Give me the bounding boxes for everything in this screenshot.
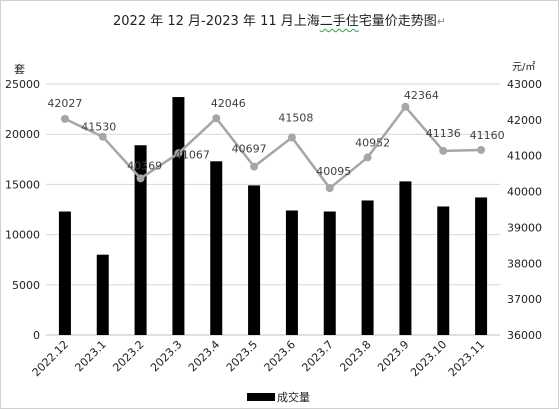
price-label-2023.5: 40697 bbox=[232, 143, 267, 156]
price-label-2023.6: 41508 bbox=[278, 111, 313, 124]
price-point-2023.6 bbox=[287, 133, 296, 142]
bar-2023.2 bbox=[134, 145, 147, 335]
bar-2023.11 bbox=[475, 197, 488, 335]
bar-2023.3 bbox=[172, 97, 185, 335]
price-point-2023.8 bbox=[363, 153, 372, 162]
price-point-2023.11 bbox=[477, 145, 486, 154]
left-tick-label: 25000 bbox=[5, 78, 40, 91]
left-tick-label: 5000 bbox=[12, 279, 40, 292]
paragraph-mark-icon: ↵ bbox=[436, 15, 446, 28]
price-point-2023.4 bbox=[212, 114, 221, 123]
x-axis-ticks: 2022.12 2023.1 2023.2 2023.3 2023.4 2023.5 202… bbox=[30, 338, 488, 379]
price-point-2023.3 bbox=[174, 149, 183, 158]
title-underlined: 二手住 bbox=[319, 14, 359, 29]
price-point-2023.5 bbox=[250, 162, 259, 171]
bar-2023.9 bbox=[399, 181, 412, 335]
price-point-2023.1 bbox=[98, 132, 107, 141]
legend-swatch bbox=[247, 393, 275, 401]
price-label-2023.2: 40369 bbox=[127, 159, 162, 172]
left-tick-label: 0 bbox=[33, 329, 40, 342]
price-point-2022.12 bbox=[60, 114, 69, 123]
price-label-2023.7: 40095 bbox=[316, 165, 351, 178]
right-tick-label: 43000 bbox=[507, 78, 542, 91]
bar-2023.10 bbox=[437, 206, 450, 335]
price-label-2023.4: 42046 bbox=[211, 97, 246, 110]
left-axis-ticks: 0 5000 10000 15000 20000 25000 bbox=[5, 78, 40, 342]
bar-2023.7 bbox=[323, 211, 336, 335]
x-tick-label: 2023.4 bbox=[186, 338, 222, 374]
right-axis-ticks: 36000 37000 38000 39000 40000 41000 42000 43000 bbox=[507, 78, 542, 342]
bar-2023.8 bbox=[361, 200, 374, 335]
right-tick-label: 39000 bbox=[507, 221, 542, 234]
x-tick-label: 2023.1 bbox=[72, 338, 108, 374]
x-tick-label: 2023.5 bbox=[224, 338, 260, 374]
right-tick-label: 37000 bbox=[507, 293, 542, 306]
legend: 成交量 bbox=[247, 390, 310, 404]
right-tick-label: 40000 bbox=[507, 186, 542, 199]
bar-2022.12 bbox=[58, 211, 71, 335]
x-tick-label: 2023.9 bbox=[375, 338, 411, 374]
x-tick-label: 2023.2 bbox=[110, 338, 146, 374]
price-point-2023.2 bbox=[136, 174, 145, 183]
x-tick-label: 2023.3 bbox=[148, 338, 184, 374]
x-tick-label: 2023.11 bbox=[446, 338, 487, 379]
bar-2023.4 bbox=[210, 161, 223, 335]
price-label-2023.11: 41160 bbox=[470, 129, 505, 142]
bar-series bbox=[58, 97, 488, 335]
price-label-2023.3: 41067 bbox=[175, 148, 210, 161]
price-label-2022.12: 42027 bbox=[47, 97, 82, 110]
bar-2023.5 bbox=[248, 185, 261, 335]
price-label-2023.10: 41136 bbox=[426, 127, 461, 140]
right-tick-label: 38000 bbox=[507, 257, 542, 270]
chart-title: 2022 年 12 月-2023 年 11 月上海二手住宅量价走势图↵ bbox=[0, 10, 559, 29]
gridlines bbox=[46, 83, 500, 336]
line-series bbox=[60, 102, 486, 193]
title-main: 2022 年 12 月-2023 年 11 月上海 bbox=[113, 14, 320, 29]
x-tick-label: 2023.6 bbox=[262, 338, 298, 374]
price-point-2023.10 bbox=[439, 146, 448, 155]
left-tick-label: 20000 bbox=[5, 128, 40, 141]
price-label-2023.9: 42364 bbox=[404, 89, 439, 102]
line-data-labels: 42027 41530 40369 41067 42046 40697 41508 40095… bbox=[47, 89, 504, 178]
legend-label: 成交量 bbox=[277, 390, 310, 404]
bar-2023.1 bbox=[96, 254, 109, 335]
price-point-2023.7 bbox=[325, 184, 334, 193]
x-tick-label: 2023.7 bbox=[299, 338, 335, 374]
x-tick-label: 2023.8 bbox=[337, 338, 373, 374]
left-tick-label: 15000 bbox=[5, 178, 40, 191]
price-label-2023.1: 41530 bbox=[81, 121, 116, 134]
title-rest: 宅量价走势图 bbox=[358, 14, 437, 29]
x-tick-label: 2022.12 bbox=[30, 338, 71, 379]
right-tick-label: 41000 bbox=[507, 150, 542, 163]
right-axis-unit: 元/㎡ bbox=[512, 61, 535, 73]
bar-2023.6 bbox=[285, 210, 298, 335]
right-tick-label: 36000 bbox=[507, 329, 542, 342]
price-point-2023.9 bbox=[401, 102, 410, 111]
price-line bbox=[64, 105, 482, 190]
left-tick-label: 10000 bbox=[5, 229, 40, 242]
price-label-2023.8: 40952 bbox=[355, 136, 390, 149]
right-tick-label: 42000 bbox=[507, 114, 542, 127]
left-axis-unit: 套 bbox=[14, 63, 25, 76]
x-tick-label: 2023.10 bbox=[408, 338, 449, 379]
